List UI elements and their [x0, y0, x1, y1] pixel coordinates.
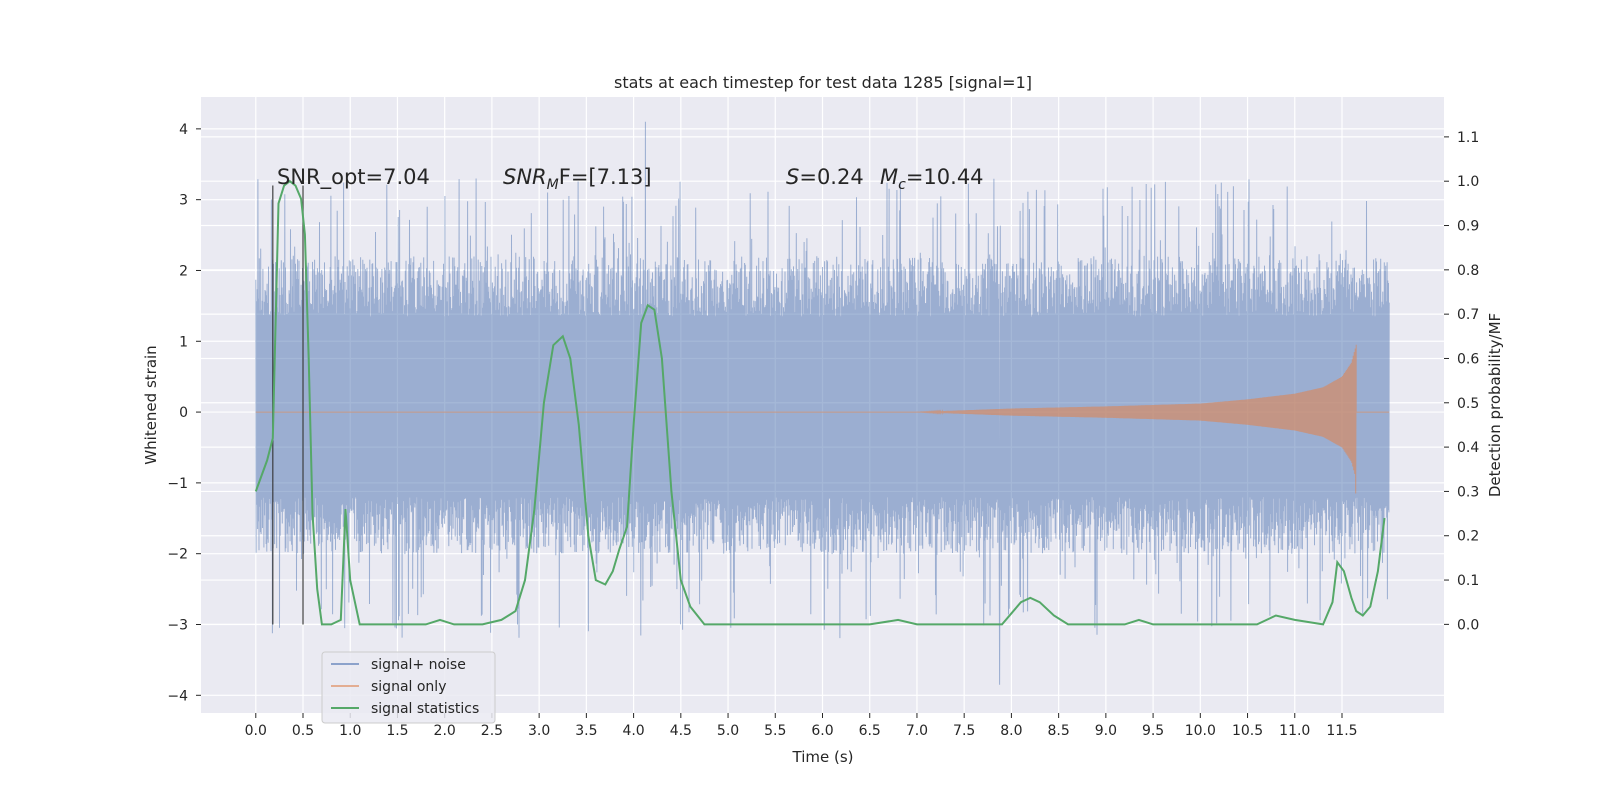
snr-mf-value: F=[7.13]	[559, 165, 652, 189]
s-symbol: S	[786, 165, 799, 189]
x-tick-label: 3.5	[575, 723, 597, 739]
x-tick-label: 2.5	[481, 723, 503, 739]
x-tick-label: 10.0	[1185, 723, 1216, 739]
signal-statistics-line	[254, 179, 1386, 626]
right-tick-label: 0.5	[1457, 396, 1479, 412]
x-tick-label: 8.5	[1047, 723, 1069, 739]
right-tick-label: 0.2	[1457, 529, 1479, 545]
y-tick-label: −2	[167, 547, 188, 563]
plot-series	[254, 121, 1390, 685]
mc-annotation: Mc=10.44	[880, 165, 984, 193]
x-tick-label: 9.0	[1095, 723, 1117, 739]
s-annotation: S=0.24	[786, 165, 864, 189]
x-tick-label: 0.0	[245, 723, 267, 739]
annotations: SNR_opt=7.04 SNRMF=[7.13] S=0.24 Mc=10.4…	[277, 165, 984, 193]
y-tick-label: −1	[167, 476, 188, 492]
mc-subscript: c	[898, 177, 906, 193]
x-tick-label: 4.5	[670, 723, 692, 739]
y-tick-label: 0	[179, 405, 188, 421]
x-tick-label: 6.0	[811, 723, 833, 739]
x-axis-label: Time (s)	[792, 748, 854, 766]
x-tick-label: 9.5	[1142, 723, 1164, 739]
right-tick-label: 0.4	[1457, 440, 1479, 456]
right-tick-label: 0.6	[1457, 351, 1479, 367]
x-tick-label: 8.0	[1000, 723, 1022, 739]
right-tick-label: 0.1	[1457, 573, 1479, 589]
right-tick-label: 0.7	[1457, 307, 1479, 323]
x-tick-label: 2.0	[434, 723, 456, 739]
right-tick-label: 1.1	[1457, 130, 1479, 146]
snr-opt-annotation: SNR_opt=7.04	[277, 165, 430, 190]
right-tick-label: 0.3	[1457, 484, 1479, 500]
y-tick-label: 4	[179, 122, 188, 138]
x-tick-label: 1.0	[339, 723, 361, 739]
x-tick-label: 11.5	[1326, 723, 1357, 739]
x-axis-ticks: 0.0 0.5 1.0 1.5 2.0 2.5 3.0 3.5 4.0 4.5 5.0 5.5 6.0 6…	[245, 713, 1358, 739]
y-tick-label: 2	[179, 263, 188, 279]
x-tick-label: 0.5	[292, 723, 314, 739]
right-axis-label: Detection probability/MF	[1486, 313, 1504, 497]
snr-mf-symbol: SNR	[503, 165, 547, 189]
x-tick-label: 7.0	[906, 723, 928, 739]
y-tick-label: 1	[179, 334, 188, 350]
x-tick-label: 11.0	[1279, 723, 1310, 739]
x-tick-label: 3.0	[528, 723, 550, 739]
right-axis-ticks: 1.1 1.0 0.9 0.8 0.7 0.6 0.5 0.4 0.3 0.2 0.1 0.0	[1444, 130, 1479, 633]
x-tick-label: 1.5	[386, 723, 408, 739]
legend-label-statistics: signal statistics	[371, 701, 479, 717]
x-tick-label: 4.0	[622, 723, 644, 739]
x-tick-label: 6.5	[859, 723, 881, 739]
chart-title: stats at each timestep for test data 128…	[614, 73, 1032, 92]
x-tick-label: 7.5	[953, 723, 975, 739]
x-tick-label: 5.5	[764, 723, 786, 739]
s-value: =0.24	[799, 165, 863, 189]
legend-label-signal: signal only	[371, 679, 446, 695]
snr-mf-annotation: SNRMF=[7.13]	[503, 165, 652, 193]
right-tick-label: 0.9	[1457, 219, 1479, 235]
signal-only-trace	[255, 344, 1390, 494]
legend-label-noise: signal+ noise	[371, 657, 466, 673]
y-axis-ticks: 4 3 2 1 0 −1 −2 −3 −4	[167, 122, 201, 704]
x-tick-label: 5.0	[717, 723, 739, 739]
y-tick-label: −4	[167, 688, 188, 704]
right-tick-label: 1.0	[1457, 174, 1479, 190]
legend: signal+ noise signal only signal statist…	[321, 651, 496, 724]
snr-mf-subscript: M	[547, 177, 559, 193]
y-tick-label: 3	[179, 193, 188, 209]
right-tick-label: 0.0	[1457, 617, 1479, 633]
right-tick-label: 0.8	[1457, 263, 1479, 279]
y-axis-label: Whitened strain	[142, 345, 160, 464]
y-tick-label: −3	[167, 617, 188, 633]
mc-value: =10.44	[906, 165, 984, 189]
x-tick-label: 10.5	[1232, 723, 1263, 739]
legend-box	[321, 651, 496, 724]
mc-symbol: M	[880, 165, 898, 189]
signal-noise-trace	[255, 121, 1390, 685]
